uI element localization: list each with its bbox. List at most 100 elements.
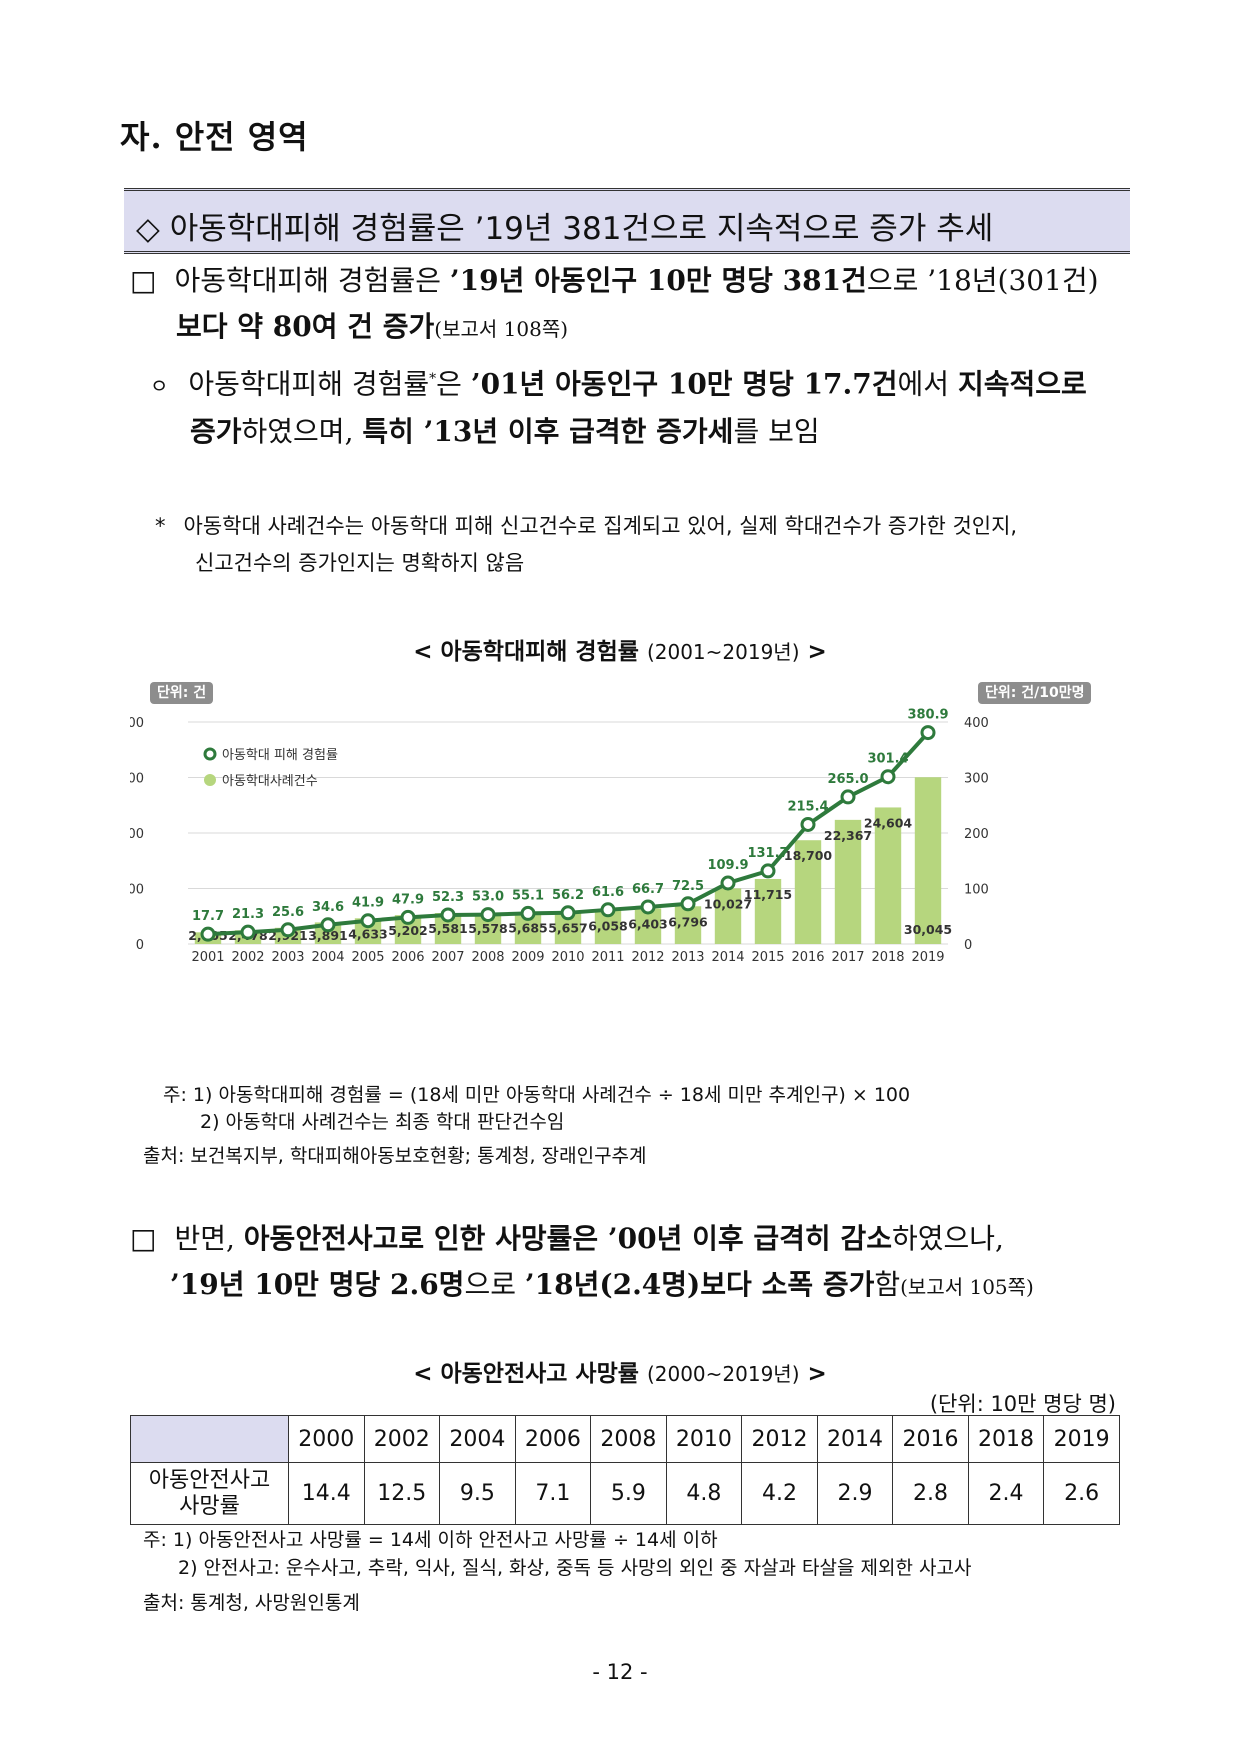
rate-point <box>840 789 856 805</box>
chart-title-close: > <box>807 639 827 665</box>
year-header: 2004 <box>439 1415 516 1463</box>
right-axis-tick-label: 400 <box>964 716 989 731</box>
rate-point <box>600 902 616 918</box>
rate-data-label: 17.7 <box>192 909 224 924</box>
x-axis-tick-label: 2017 <box>831 950 864 965</box>
bar-data-label: 30,045 <box>904 922 952 937</box>
table-title: < 아동안전사고 사망률 (2000~2019년) > <box>0 1354 1240 1388</box>
x-axis-tick-label: 2002 <box>231 950 264 965</box>
abuse-rate-chart: 0 10000 20000 30000 40000 0 100 200 300 400 2001 20… <box>130 708 989 965</box>
year-header: 2014 <box>816 1415 894 1463</box>
rate-point <box>280 922 296 938</box>
rate-data-label: 55.1 <box>512 888 544 903</box>
page-number: - 12 - <box>592 1660 648 1684</box>
rate-data-label: 47.9 <box>392 892 424 907</box>
year-header: 2016 <box>892 1415 969 1463</box>
bar-data-label: 22,367 <box>824 828 872 843</box>
rate-data-label: 61.6 <box>592 885 624 900</box>
x-axis-tick-label: 2007 <box>431 950 464 965</box>
asterisk-bullet: * <box>155 514 166 538</box>
chart-title: < 아동학대피해 경험률 (2001~2019년) > <box>0 632 1240 666</box>
year-header: 2012 <box>741 1415 818 1463</box>
x-axis-tick-label: 2001 <box>191 950 224 965</box>
bar <box>874 807 902 944</box>
right-axis-unit-badge: 단위: 건/10만명 <box>978 682 1092 704</box>
rate-point <box>320 917 336 933</box>
bar-data-label: 5,685 <box>508 920 548 935</box>
rate-data-label: 131.7 <box>747 846 788 861</box>
table-cell: 2.6 <box>1043 1462 1120 1525</box>
rate-point <box>480 907 496 923</box>
bar <box>834 819 862 944</box>
bar <box>794 840 822 944</box>
para2-text-a: 아동학대피해 경험률 <box>188 367 430 401</box>
rate-data-label: 25.6 <box>272 905 304 920</box>
table-cell: 4.8 <box>665 1462 743 1525</box>
square-bullet-2: □ <box>130 1222 157 1255</box>
table-title-main: < 아동안전사고 사망률 <box>413 1361 639 1387</box>
section-title: 자. 안전 영역 <box>120 118 309 156</box>
x-axis-tick-label: 2003 <box>271 950 304 965</box>
headline-text: ◇ 아동학대피해 경험률은 ’19년 381건으로 지속적으로 증가 추세 <box>136 211 994 247</box>
bar-data-label: 6,058 <box>588 918 628 933</box>
left-axis-unit-badge: 단위: 건 <box>150 682 214 704</box>
left-axis-tick-label: 40000 <box>130 716 144 731</box>
table-note-1: 주: 1) 아동안전사고 사망률 = 14세 이하 안전사고 사망률 ÷ 14세… <box>143 1529 718 1551</box>
rate-point <box>520 905 536 921</box>
para4-text-d: ’19년 10만 명당 2.6명 <box>170 1268 465 1301</box>
chart-title-range: (2001~2019년) <box>646 640 800 664</box>
x-axis-tick-label: 2006 <box>391 950 424 965</box>
legend-line-marker <box>203 747 217 761</box>
chart-note-1: 주: 1) 아동학대피해 경험률 = (18세 미만 아동학대 사례건수 ÷ 1… <box>163 1084 911 1106</box>
year-header: 2000 <box>288 1415 365 1463</box>
x-axis-tick-label: 2015 <box>751 950 784 965</box>
headline-box: ◇ 아동학대피해 경험률은 ’19년 381건으로 지속적으로 증가 추세 <box>124 188 1130 254</box>
rate-point <box>640 899 656 915</box>
table-unit: (단위: 10만 명당 명) <box>929 1392 1116 1416</box>
rate-point <box>200 926 216 942</box>
rate-point <box>760 863 776 879</box>
bar-data-label: 3,891 <box>308 928 348 943</box>
table-title-range: (2000~2019년) <box>646 1362 800 1386</box>
year-header: 2008 <box>590 1415 667 1463</box>
year-header: 2002 <box>363 1415 441 1463</box>
rate-point <box>880 769 896 785</box>
table-cell: 2.9 <box>816 1462 894 1525</box>
bar-data-label: 5,578 <box>468 921 508 936</box>
table-cell: 2.8 <box>892 1462 969 1525</box>
left-axis-tick-label: 20000 <box>130 827 144 842</box>
chart-line: 17.7 21.3 25.6 34.6 41.9 47.9 52.3 53.0 55.1 56.2… <box>192 708 949 942</box>
rate-data-label: 72.5 <box>672 879 704 894</box>
bar-data-label: 5,657 <box>548 921 588 936</box>
x-axis-tick-label: 2009 <box>511 950 544 965</box>
para1-text-c: 으로 ’18년(301건) <box>866 264 1099 297</box>
rate-data-label: 380.9 <box>907 708 948 723</box>
para2-text-g: 하였으며, <box>241 415 363 449</box>
para4-text-b: 아동안전사고로 인한 사망률은 ’00년 이후 급격히 감소 <box>243 1222 892 1255</box>
rate-point <box>400 909 416 925</box>
row-label: 아동안전사고 사망률 <box>130 1462 289 1525</box>
paragraph-3-note: * 아동학대 사례건수는 아동학대 피해 신고건수로 집계되고 있어, 실제 학대… <box>155 508 1145 582</box>
right-axis-tick-label: 100 <box>964 883 989 898</box>
year-header: 2019 <box>1043 1415 1120 1463</box>
table-row: 아동안전사고 사망률 14.4 12.5 9.5 7.1 5.9 4.8 4.2 … <box>130 1462 1120 1525</box>
chart-source: 출처: 보건복지부, 학대피해아동보호현황; 통계청, 장래인구추계 <box>143 1145 647 1167</box>
para2-text-i: 를 보임 <box>733 415 820 449</box>
square-bullet: □ <box>130 264 157 297</box>
rate-point <box>440 907 456 923</box>
para4-text-c: 하였으나, <box>891 1222 1004 1255</box>
year-header: 2010 <box>665 1415 743 1463</box>
rate-data-label: 52.3 <box>432 890 464 905</box>
bar <box>914 777 942 944</box>
rate-point <box>800 816 816 832</box>
para2-text-f: 증가 <box>190 415 242 449</box>
x-axis-tick-label: 2014 <box>711 950 744 965</box>
para2-text-h: 특히 ’13년 이후 급격한 증가세 <box>362 415 734 449</box>
bar-data-label: 5,581 <box>428 921 468 936</box>
legend-line-label: 아동학대 피해 경험률 <box>222 748 338 763</box>
table-cell: 5.9 <box>590 1462 667 1525</box>
rate-data-label: 265.0 <box>827 772 868 787</box>
left-axis-tick-label: 10000 <box>130 883 144 898</box>
rate-data-label: 215.4 <box>787 799 828 814</box>
para2-text-b: 은 <box>436 367 471 401</box>
